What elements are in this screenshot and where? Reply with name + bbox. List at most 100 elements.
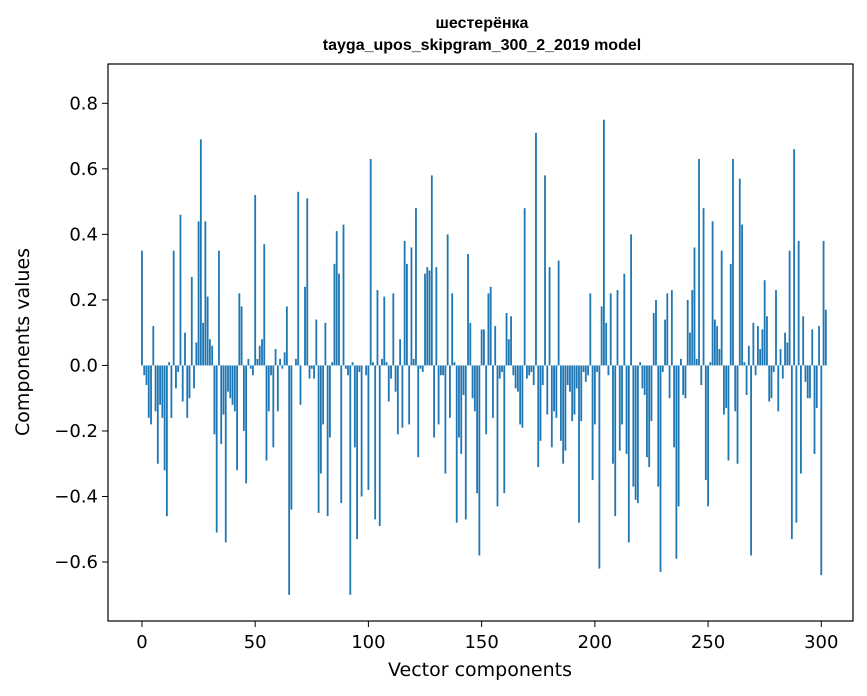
y-axis-label: Components values (12, 248, 34, 436)
bar-14 (172, 250, 175, 366)
bar-118 (408, 365, 411, 425)
bar-85 (333, 263, 336, 366)
bar-99 (365, 365, 368, 376)
bar-142 (462, 365, 465, 395)
bar-292 (802, 316, 805, 366)
bar-113 (396, 365, 399, 435)
bar-203 (600, 306, 603, 366)
bar-157 (496, 365, 499, 507)
y-tick-label: 0.2 (69, 290, 98, 311)
y-tick-label: −0.2 (54, 421, 98, 442)
bar-32 (213, 365, 216, 435)
bar-28 (204, 221, 207, 366)
bar-9 (161, 365, 164, 418)
bar-210 (616, 290, 619, 366)
bar-34 (218, 250, 220, 366)
bar-6 (154, 365, 157, 412)
bar-27 (202, 322, 205, 366)
bar-199 (591, 365, 594, 481)
bar-11 (165, 365, 168, 517)
bar-155 (492, 365, 494, 418)
bar-222 (643, 365, 646, 395)
bar-299 (818, 326, 820, 366)
bar-162 (507, 339, 510, 366)
bar-225 (650, 365, 653, 422)
bar-189 (569, 365, 571, 392)
bar-177 (541, 365, 544, 386)
bar-133 (442, 365, 445, 376)
bar-243 (691, 290, 694, 366)
y-axis-ticks: −0.6 −0.4 −0.2 0.0 0.2 0.4 0.6 0.8 (54, 93, 108, 573)
bar-111 (392, 293, 395, 366)
bar-235 (673, 365, 676, 448)
bar-179 (546, 365, 549, 415)
bar-275 (763, 280, 766, 366)
bar-245 (695, 358, 698, 366)
bar-152 (485, 365, 488, 435)
bar-215 (627, 365, 630, 543)
bar-159 (501, 365, 503, 372)
bar-268 (747, 345, 750, 366)
bar-283 (781, 365, 784, 379)
bar-84 (331, 362, 334, 366)
bar-186 (562, 365, 565, 464)
bar-204 (603, 119, 605, 366)
y-tick-label: 0.8 (69, 93, 98, 114)
bar-136 (449, 365, 451, 418)
bar-29 (206, 296, 209, 366)
bar-188 (566, 365, 569, 386)
bar-74 (308, 365, 311, 379)
bar-200 (593, 365, 596, 425)
bar-261 (732, 159, 734, 366)
x-tick-label: 250 (691, 632, 725, 653)
bar-38 (227, 365, 229, 392)
bar-232 (666, 293, 669, 366)
bar-26 (199, 139, 202, 366)
bar-247 (700, 365, 703, 386)
bar-281 (777, 365, 780, 412)
bar-114 (399, 339, 402, 366)
bar-108 (385, 362, 388, 366)
bar-30 (208, 339, 211, 366)
bar-53 (261, 339, 263, 366)
bar-122 (417, 365, 420, 458)
bar-301 (822, 240, 825, 366)
x-tick-label: 100 (351, 632, 385, 653)
bar-83 (329, 365, 331, 438)
bar-224 (648, 365, 651, 468)
bar-87 (338, 273, 340, 366)
bar-141 (460, 365, 463, 454)
bar-211 (618, 365, 621, 451)
bar-156 (494, 326, 497, 366)
bar-195 (582, 365, 585, 372)
bar-174 (535, 132, 537, 366)
bar-183 (555, 365, 558, 418)
bar-66 (290, 365, 293, 510)
bar-284 (784, 332, 786, 366)
bar-218 (634, 365, 637, 500)
bar-259 (727, 365, 730, 461)
bar-115 (401, 365, 404, 428)
bar-58 (272, 365, 275, 448)
bars-group (141, 119, 827, 595)
bar-137 (451, 293, 454, 366)
bar-265 (741, 224, 743, 366)
bar-120 (412, 358, 415, 366)
bar-41 (233, 365, 236, 412)
bar-46 (245, 365, 248, 484)
bar-64 (285, 306, 288, 366)
bar-264 (738, 178, 741, 366)
bar-171 (528, 365, 531, 376)
bar-0 (141, 250, 143, 366)
bar-169 (523, 208, 526, 366)
bar-233 (668, 365, 671, 399)
bar-291 (800, 365, 802, 474)
bar-226 (652, 313, 655, 366)
bar-81 (324, 322, 327, 366)
bar-134 (444, 365, 447, 474)
bar-69 (297, 191, 300, 366)
bar-170 (526, 365, 528, 379)
bar-266 (743, 362, 746, 366)
bar-25 (197, 221, 200, 366)
bar-190 (571, 365, 574, 422)
